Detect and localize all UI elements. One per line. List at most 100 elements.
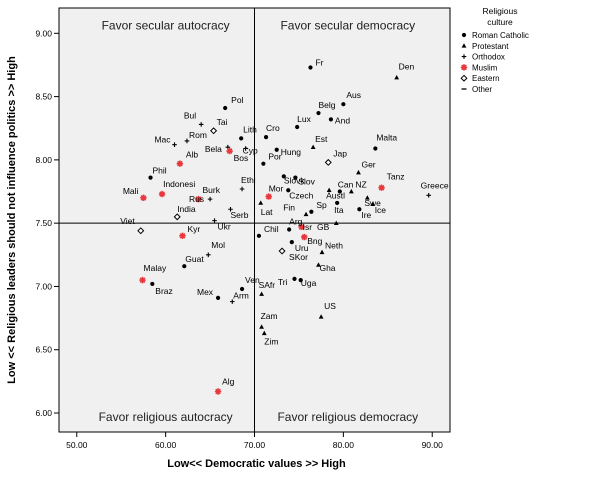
legend-entry: Protestant <box>472 42 509 51</box>
marker-plus <box>172 142 177 147</box>
marker-triangle <box>310 144 316 150</box>
point-zim <box>261 330 267 336</box>
marker-circle <box>337 189 342 194</box>
y-tick-label: 6.50 <box>35 345 52 355</box>
point-label: Swe <box>364 198 381 208</box>
marker-asterisk-core <box>180 234 185 238</box>
point-phil <box>148 175 153 180</box>
marker-circle <box>298 278 303 283</box>
point-label: Uru <box>295 243 309 253</box>
marker-asterisk-core <box>178 162 182 166</box>
point-tanz <box>378 184 385 191</box>
point-label: Tri <box>278 277 288 287</box>
marker-diamond <box>137 227 145 235</box>
point-label: Belg <box>318 100 335 110</box>
point-label: GB <box>317 222 330 232</box>
marker-triangle <box>319 249 325 255</box>
point-fr <box>308 65 313 70</box>
marker-circle <box>274 147 279 152</box>
point-nz <box>348 188 354 194</box>
legend-entry: Eastern <box>472 74 500 83</box>
marker-diamond <box>324 158 332 166</box>
point-neth <box>319 249 325 255</box>
marker-triangle <box>261 330 267 336</box>
x-axis-label: Low<< Democratic values >> High <box>167 458 346 470</box>
marker-triangle <box>333 220 339 225</box>
marker-triangle <box>259 324 265 329</box>
point-lux <box>295 124 300 130</box>
point-label: Alb <box>186 150 199 160</box>
legend-marker-protestant <box>461 43 467 48</box>
marker-circle <box>341 102 346 107</box>
point-hung <box>274 147 279 152</box>
marker-circle <box>256 233 262 238</box>
marker-asterisk-core <box>462 65 466 69</box>
point-gb <box>333 220 339 225</box>
point-label: SKor <box>289 252 308 262</box>
point-label: Viet <box>120 216 135 226</box>
point-label: Bos <box>234 153 249 163</box>
point-malay <box>139 276 146 284</box>
point-label: Rus <box>189 194 204 204</box>
point-label: Mol <box>211 240 225 250</box>
point-label: Est <box>315 134 328 144</box>
point-label: Ven <box>245 275 260 285</box>
marker-triangle <box>461 43 467 48</box>
legend-entry: Roman Catholic <box>472 31 529 40</box>
point-label: Malay <box>144 263 167 273</box>
marker-plus <box>212 218 217 223</box>
marker-circle <box>215 295 221 300</box>
point-label: Rom <box>189 130 207 140</box>
point-label: Pol <box>231 95 243 105</box>
point-label: Sp <box>316 200 327 210</box>
point-ven <box>239 286 245 292</box>
point-ethi <box>239 186 245 192</box>
point-burk <box>195 195 202 203</box>
point-label: And <box>335 115 350 125</box>
point-label: Austl <box>326 190 345 200</box>
point-swe <box>364 195 370 200</box>
marker-asterisk-core <box>299 225 304 229</box>
point-por <box>261 161 266 166</box>
point-label: Mex <box>197 287 214 297</box>
point-label: Indonesi <box>163 179 195 189</box>
point-czech <box>286 188 291 193</box>
marker-circle <box>239 286 245 292</box>
point-mol <box>205 252 211 258</box>
point-kyr <box>179 232 186 240</box>
point-mali <box>140 194 147 202</box>
point-aus <box>341 102 346 107</box>
point-label: Den <box>399 62 415 72</box>
point-safr <box>259 291 265 296</box>
point-label: Greece <box>421 180 449 190</box>
point-lith <box>239 136 244 141</box>
point-label: Serb <box>231 210 249 220</box>
point-uga <box>298 278 303 283</box>
y-tick-label: 9.00 <box>35 28 52 38</box>
point-pol <box>223 105 228 111</box>
point-alg <box>214 388 222 395</box>
point-label: Aus <box>346 90 361 100</box>
point-label: Tai <box>217 117 228 127</box>
point-label: Ger <box>361 160 375 170</box>
point-isr <box>298 223 305 231</box>
point-braz <box>150 281 155 287</box>
point-label: Por <box>268 152 281 162</box>
quadrant-label: Favor secular democracy <box>280 19 415 33</box>
marker-plus <box>229 299 235 304</box>
marker-triangle <box>370 201 376 206</box>
x-tick-label: 90.00 <box>422 440 444 450</box>
point-label: Arm <box>233 291 249 301</box>
point-cro <box>263 134 269 140</box>
point-slovk <box>281 174 286 179</box>
point-mex <box>215 295 221 300</box>
marker-plus <box>205 252 211 258</box>
point-bng <box>301 233 308 241</box>
point-can <box>337 189 342 194</box>
marker-circle <box>292 276 297 281</box>
marker-triangle <box>348 188 354 194</box>
y-tick-label: 8.50 <box>35 92 52 102</box>
y-tick-label: 8.00 <box>35 155 52 165</box>
x-tick-label: 60.00 <box>155 440 177 450</box>
